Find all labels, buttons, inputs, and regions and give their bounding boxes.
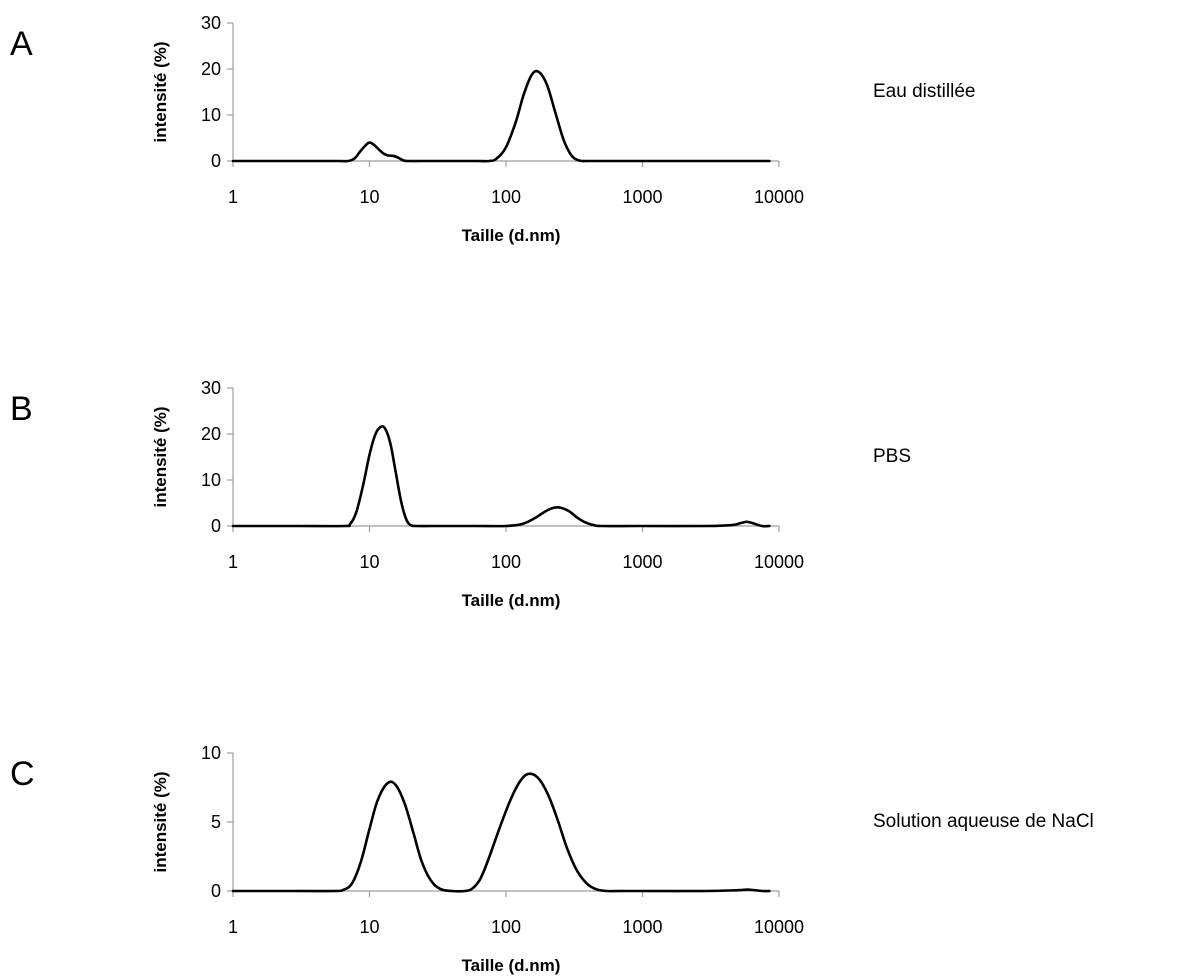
panel-c-x-tick-label: 10000 xyxy=(754,917,804,937)
panel-a-x-tick-label: 100 xyxy=(491,187,521,207)
panel-a-letter: A xyxy=(10,25,33,63)
panel-c-y-tick-label: 5 xyxy=(211,812,221,832)
panel-a-y-tick-label: 20 xyxy=(201,59,221,79)
panel-b-x-tick-label: 1000 xyxy=(622,552,662,572)
panel-a-x-tick-label: 1 xyxy=(228,187,238,207)
panel-a-x-tick-label: 1000 xyxy=(622,187,662,207)
panel-b-y-tick-label: 20 xyxy=(201,424,221,444)
panel-a-y-tick-label: 0 xyxy=(211,151,221,171)
panel-b-x-tick-label: 1 xyxy=(228,552,238,572)
panel-a-x-tick-label: 10000 xyxy=(754,187,804,207)
panel-a-y-axis-title: intensité (%) xyxy=(151,41,170,142)
panel-c-y-axis-title: intensité (%) xyxy=(151,771,170,872)
panel-a-y-tick-label: 30 xyxy=(201,13,221,33)
panel-c-y-tick-label: 10 xyxy=(201,743,221,763)
panel-c-y-tick-label: 0 xyxy=(211,881,221,901)
panel-c-x-axis-title: Taille (d.nm) xyxy=(462,956,561,975)
panel-b-x-tick-label: 10000 xyxy=(754,552,804,572)
panel-b-sample-label: PBS xyxy=(873,446,911,467)
panel-c-sample-label: Solution aqueuse de NaCl xyxy=(873,811,1094,832)
panel-b-y-tick-label: 10 xyxy=(201,470,221,490)
panel-c-x-tick-label: 100 xyxy=(491,917,521,937)
panel-c-letter: C xyxy=(10,755,35,793)
panel-b-y-tick-label: 0 xyxy=(211,516,221,536)
panel-a-y-tick-label: 10 xyxy=(201,105,221,125)
panel-b-letter: B xyxy=(10,390,33,428)
panel-a-x-tick-label: 10 xyxy=(359,187,379,207)
panel-b-x-axis-title: Taille (d.nm) xyxy=(462,591,561,610)
panel-a-sample-label: Eau distillée xyxy=(873,81,975,102)
panel-b-x-tick-label: 10 xyxy=(359,552,379,572)
panel-a-series-line-0 xyxy=(231,69,771,163)
panel-c-x-tick-label: 1 xyxy=(228,917,238,937)
panel-b-x-tick-label: 100 xyxy=(491,552,521,572)
panel-c-x-tick-label: 10 xyxy=(359,917,379,937)
panel-c-x-tick-label: 1000 xyxy=(622,917,662,937)
panel-b-series-line-0 xyxy=(231,424,771,528)
panel-b-y-axis-title: intensité (%) xyxy=(151,406,170,507)
panel-a-x-axis-title: Taille (d.nm) xyxy=(462,226,561,245)
panel-c-series-line-0 xyxy=(231,772,771,893)
panel-b-y-tick-label: 30 xyxy=(201,378,221,398)
